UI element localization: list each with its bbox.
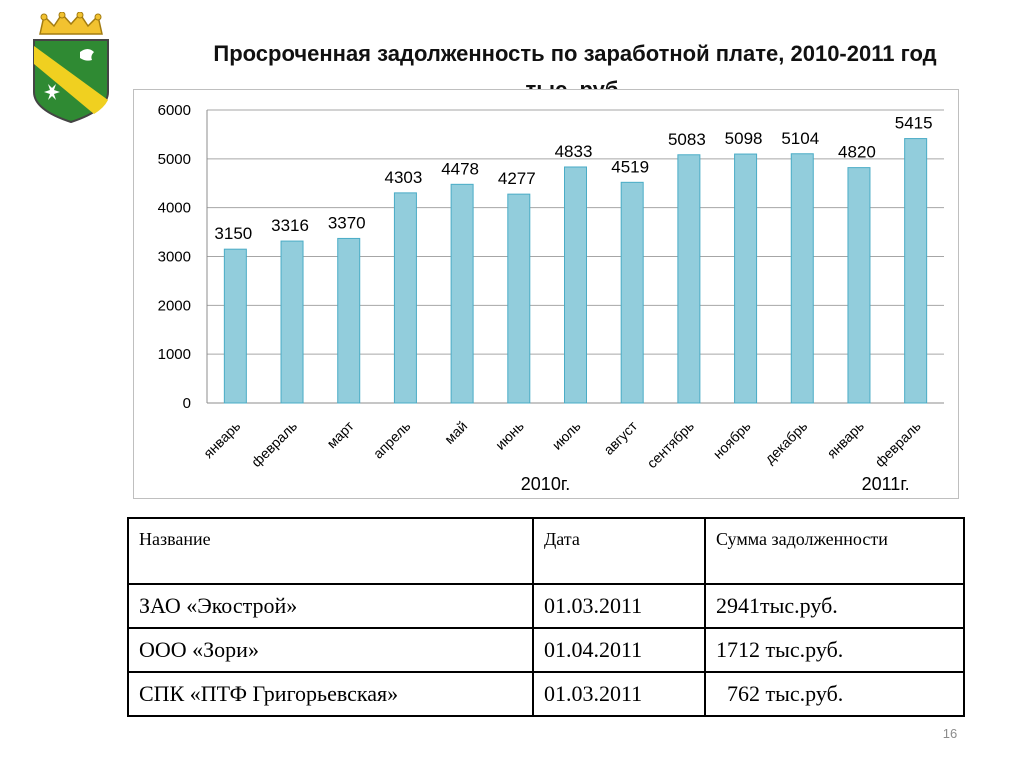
cell-date: 01.03.2011 (532, 583, 706, 629)
cell-amount: 1712 тыс.руб. (704, 627, 965, 673)
table-header-row: Название Дата Сумма задолженности (127, 517, 965, 585)
cell-date: 01.03.2011 (532, 671, 706, 717)
data-label: 4303 (385, 168, 423, 187)
cell-amount: 762 тыс.руб. (704, 671, 965, 717)
coat-of-arms-emblem (33, 12, 109, 124)
y-tick-label: 3000 (158, 249, 191, 266)
bar (223, 248, 247, 404)
x-tick-label: ноябрь (710, 418, 754, 462)
data-label: 5098 (725, 129, 763, 148)
header-date: Дата (532, 517, 706, 585)
bar (620, 181, 644, 404)
x-tick-label: сентябрь (644, 418, 697, 471)
data-label: 3370 (328, 213, 366, 232)
bar (847, 167, 871, 404)
cell-name: ООО «Зори» (127, 627, 534, 673)
year-label: 2010г. (521, 474, 570, 494)
debtors-table: Название Дата Сумма задолженности ЗАО «Э… (127, 517, 965, 717)
bar (337, 237, 361, 404)
y-tick-label: 6000 (158, 102, 191, 119)
y-tick-label: 1000 (158, 346, 191, 363)
x-tick-label: август (600, 417, 640, 457)
page-number: 16 (942, 726, 958, 741)
x-tick-label: декабрь (761, 418, 810, 467)
year-label: 2011г. (862, 474, 910, 494)
y-tick-label: 0 (183, 395, 191, 412)
table-row: СПК «ПТФ Григорьевская» 01.03.2011 762 т… (127, 671, 965, 717)
x-tick-label: февраль (872, 418, 924, 470)
x-tick-label: июль (549, 418, 584, 453)
cell-name: ЗАО «Экострой» (127, 583, 534, 629)
x-tick-label: февраль (248, 418, 300, 470)
table-row: ЗАО «Экострой» 01.03.2011 2941тыс.руб. (127, 583, 965, 629)
data-label: 5083 (668, 130, 706, 149)
bar (564, 166, 587, 404)
bar (280, 240, 304, 404)
bar (734, 153, 758, 404)
y-tick-label: 5000 (158, 151, 191, 168)
chart-svg: 0 1000 2000 3000 4000 5000 6000 3150 январь 3316 ф… (158, 102, 944, 494)
data-label: 3150 (214, 224, 252, 243)
header-amount: Сумма задолженности (704, 517, 965, 585)
cell-amount: 2941тыс.руб. (704, 583, 965, 629)
bar (677, 154, 701, 404)
x-tick-label: июнь (492, 418, 527, 453)
bar (904, 138, 928, 404)
x-tick-label: март (323, 417, 357, 451)
x-tick-label: январь (200, 418, 243, 461)
cell-date: 01.04.2011 (532, 627, 706, 673)
x-tick-label: май (441, 418, 470, 447)
data-label: 5104 (781, 129, 819, 148)
data-label: 3316 (271, 216, 309, 235)
data-label: 4519 (611, 157, 649, 176)
bar-chart: 0 1000 2000 3000 4000 5000 6000 3150 январь 3316 ф… (133, 89, 959, 499)
bar (393, 192, 417, 404)
x-tick-label: апрель (370, 418, 414, 462)
x-tick-label: январь (824, 418, 867, 461)
bar (507, 193, 531, 404)
bar (790, 153, 814, 404)
data-label: 4833 (555, 142, 593, 161)
table-row: ООО «Зори» 01.04.2011 1712 тыс.руб. (127, 627, 965, 673)
bar (450, 183, 474, 404)
data-label: 4277 (498, 169, 536, 188)
y-tick-label: 2000 (158, 297, 191, 314)
cell-name: СПК «ПТФ Григорьевская» (127, 671, 534, 717)
header-name: Название (127, 517, 534, 585)
data-label: 5415 (895, 114, 933, 133)
data-label: 4478 (441, 159, 479, 178)
y-tick-label: 4000 (158, 200, 191, 217)
data-label: 4820 (838, 143, 876, 162)
